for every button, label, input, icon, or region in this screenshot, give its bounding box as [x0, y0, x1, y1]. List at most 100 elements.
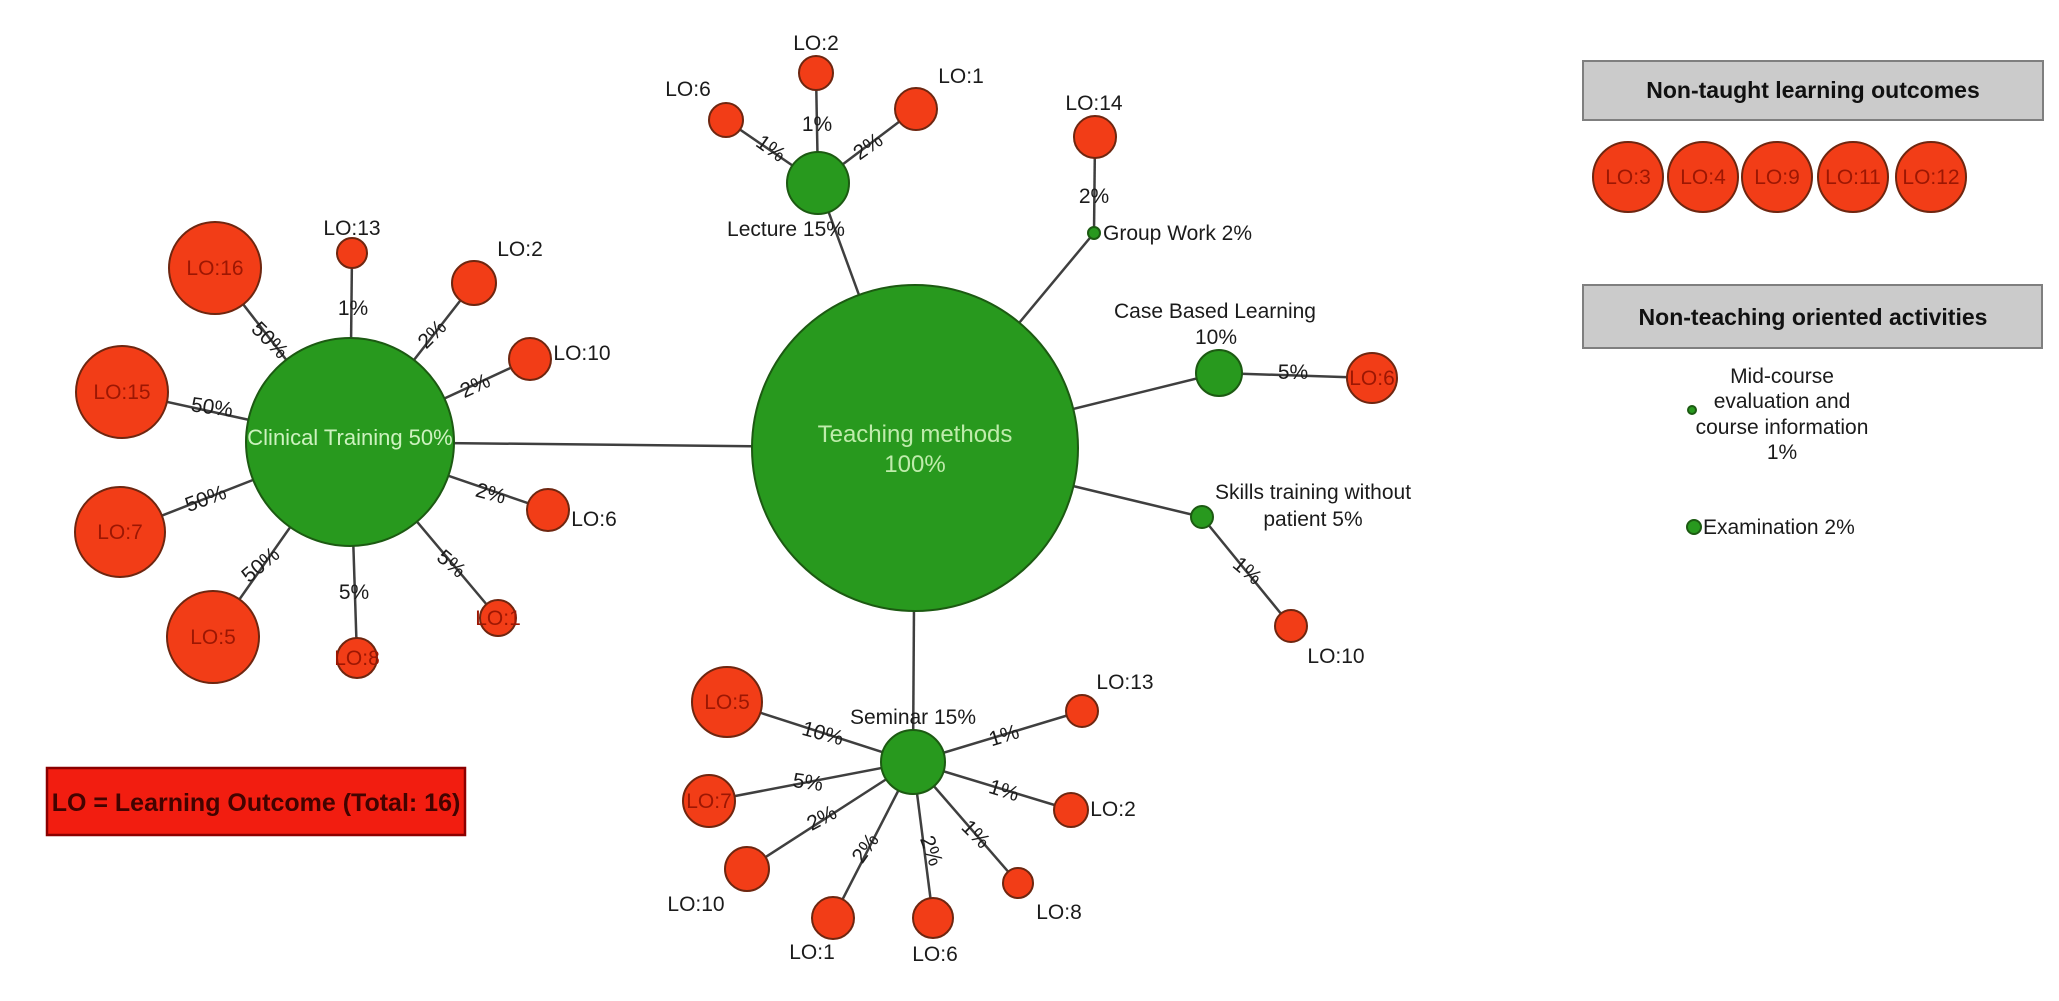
- group-work-node: [1087, 226, 1101, 240]
- case-based-title: Case Based Learning: [1114, 300, 1316, 323]
- pct-label: 2%: [848, 829, 884, 867]
- pct-label: 1%: [1228, 552, 1266, 589]
- lo-label: LO:13: [1096, 671, 1153, 694]
- skills-training-node: [1190, 505, 1214, 529]
- pct-label: 1%: [986, 775, 1022, 806]
- teaching-methods-percent: 100%: [884, 451, 945, 478]
- edge: [708, 760, 914, 803]
- examination-node: [1686, 519, 1702, 535]
- note-box: [45, 766, 467, 837]
- lo-label: LO:14: [1065, 92, 1123, 115]
- pct-label: 2%: [1079, 185, 1109, 208]
- seminar-lo5-node: [691, 666, 763, 738]
- pct-label: 2%: [457, 369, 494, 403]
- clinical-lo7-node: [74, 486, 166, 578]
- seminar-lo1-node: [811, 896, 855, 940]
- pct-label: 50%: [189, 393, 234, 422]
- mid-course-label-line2: evaluation and: [1714, 390, 1851, 413]
- lo-label: LO:2: [1090, 798, 1136, 821]
- seminar-lo8-node: [1002, 867, 1034, 899]
- clinical-lo5-node: [166, 590, 260, 684]
- seminar-lo10-node: [724, 846, 770, 892]
- seminar-lo2-node: [1053, 792, 1089, 828]
- pct-label: 1%: [752, 131, 790, 167]
- legend-lo3-node: [1592, 141, 1664, 213]
- lo-label: LO:5: [190, 626, 236, 649]
- lo-label: LO:9: [1754, 166, 1800, 189]
- clinical-training-label: Clinical Training 50%: [247, 425, 452, 450]
- examination-label: Examination 2%: [1703, 516, 1855, 539]
- seminar-label: Seminar 15%: [850, 706, 976, 729]
- skills-lo10-node: [1274, 609, 1308, 643]
- lo-label: LO:13: [323, 217, 380, 240]
- lo-label: LO:8: [1036, 901, 1082, 924]
- lo-label: LO:2: [793, 32, 839, 55]
- pct-label: 50%: [182, 481, 229, 517]
- lo-label: LO:6: [912, 943, 958, 966]
- clinical-lo6-node: [526, 488, 570, 532]
- pct-label: 10%: [799, 717, 846, 750]
- lo-label: LO:3: [1605, 166, 1651, 189]
- lo-label: LO:11: [1825, 166, 1881, 189]
- pct-label: 2%: [473, 479, 508, 509]
- clinical-lo13-node: [336, 237, 368, 269]
- legend-lo11-node: [1817, 141, 1889, 213]
- lecture-lo1-node: [894, 87, 938, 131]
- clinical-lo16-node: [168, 221, 262, 315]
- group-work-label: Group Work 2%: [1103, 222, 1252, 245]
- teaching-methods-node: [751, 284, 1079, 612]
- clinical-lo10-node: [508, 337, 552, 381]
- mid-course-label-line4: 1%: [1767, 441, 1797, 464]
- lo-label: LO:7: [97, 521, 143, 544]
- lecture-node: [786, 151, 850, 215]
- legend-lo4-node: [1667, 141, 1739, 213]
- skills-title-line1: Skills training without: [1215, 481, 1411, 504]
- lecture-lo6-node: [708, 102, 744, 138]
- non-teaching-header-title: Non-teaching oriented activities: [1639, 304, 1988, 330]
- lecture-lo2-node: [798, 55, 834, 91]
- clinical-lo2-node: [451, 260, 497, 306]
- lo-label: LO:10: [1307, 645, 1364, 668]
- seminar-lo6-node: [912, 897, 954, 939]
- lo-label: LO:5: [704, 691, 750, 714]
- lo-label: LO:6: [1349, 367, 1395, 390]
- teaching-methods-label: Teaching methods: [818, 421, 1013, 448]
- mid-course-label-line1: Mid-course: [1730, 365, 1834, 388]
- pct-label: 50%: [237, 543, 284, 588]
- pct-label: 5%: [791, 769, 824, 796]
- note-text: LO = Learning Outcome (Total: 16): [52, 789, 461, 817]
- clinical-lo15-node: [75, 345, 169, 439]
- non-taught-header-title: Non-taught learning outcomes: [1646, 77, 1980, 103]
- lecture-label: Lecture 15%: [727, 218, 845, 241]
- pct-label: 2%: [915, 833, 947, 869]
- mid-course-label-line3: course information: [1696, 416, 1869, 439]
- pct-label: 50%: [247, 317, 293, 363]
- lo-label: LO:4: [1680, 166, 1726, 189]
- case-based-percent: 10%: [1195, 326, 1237, 349]
- lo-label: LO:2: [497, 238, 543, 261]
- lo-label: LO:6: [665, 78, 711, 101]
- lo-label: LO:16: [186, 257, 243, 280]
- lo-label: LO:10: [667, 893, 724, 916]
- clinical-lo8-node: [336, 637, 378, 679]
- pct-label: 5%: [339, 581, 369, 604]
- seminar-lo7-node: [682, 774, 736, 828]
- pct-label: 1%: [986, 720, 1022, 751]
- lo-label: LO:15: [93, 381, 150, 404]
- non-taught-header-box: [1582, 60, 2044, 121]
- lo-label: LO:8: [334, 647, 380, 670]
- mid-course-node: [1687, 405, 1697, 415]
- lo-label: LO:10: [553, 342, 610, 365]
- legend-lo12-node: [1895, 141, 1967, 213]
- lo-label: LO:6: [571, 508, 617, 531]
- clinical-lo1-node: [479, 599, 517, 637]
- lo-label: LO:1: [938, 65, 984, 88]
- skills-title-line2: patient 5%: [1263, 508, 1362, 531]
- seminar-node: [880, 729, 946, 795]
- non-teaching-header-box: [1582, 284, 2043, 349]
- seminar-lo13-node: [1065, 694, 1099, 728]
- group-work-lo14-node: [1073, 115, 1117, 159]
- case-based-lo6-node: [1346, 352, 1398, 404]
